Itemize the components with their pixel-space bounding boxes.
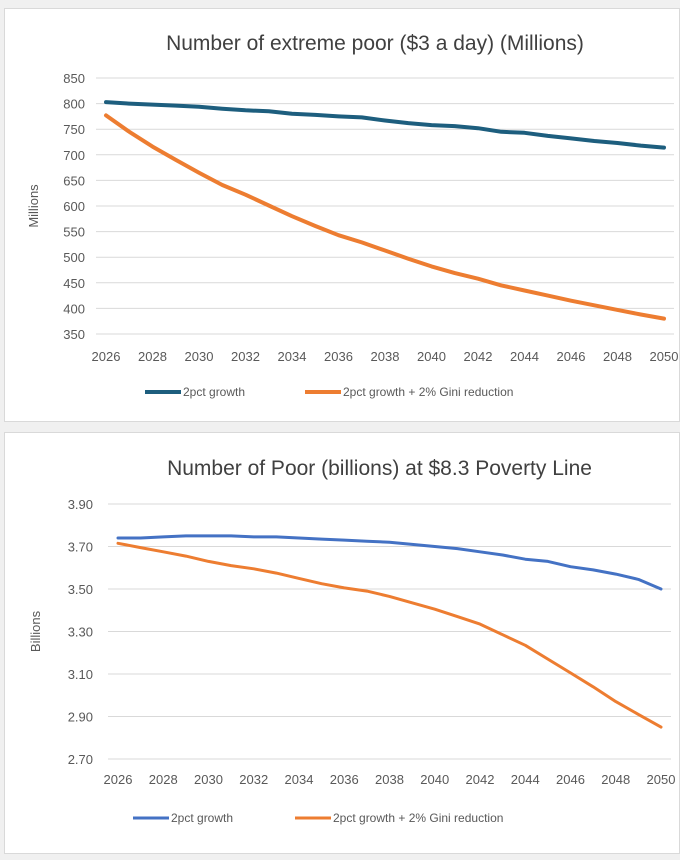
x-tick-label: 2028 xyxy=(149,772,178,787)
x-tick-label: 2042 xyxy=(466,772,495,787)
x-tick-label: 2028 xyxy=(138,349,167,364)
x-tick-label: 2034 xyxy=(278,349,307,364)
x-tick-label: 2032 xyxy=(231,349,260,364)
y-tick-label: 550 xyxy=(63,225,85,240)
y-tick-label: 800 xyxy=(63,97,85,112)
x-tick-label: 2044 xyxy=(511,772,540,787)
y-tick-label: 3.30 xyxy=(68,625,93,640)
x-tick-label: 2038 xyxy=(371,349,400,364)
chart-title: Number of Poor (billions) at $8.3 Povert… xyxy=(167,457,592,480)
x-tick-label: 2026 xyxy=(92,349,121,364)
series-line-gini-reduction xyxy=(116,541,663,729)
chart-poor-8-3: Number of Poor (billions) at $8.3 Povert… xyxy=(28,457,676,825)
chart-extreme-poor: Number of extreme poor ($3 a day) (Milli… xyxy=(26,32,679,399)
y-tick-label: 750 xyxy=(63,122,85,137)
series-line-2pct-growth xyxy=(104,100,666,150)
series-line-2pct-growth xyxy=(116,534,663,591)
x-tick-label: 2046 xyxy=(556,772,585,787)
x-tick-label: 2030 xyxy=(185,349,214,364)
x-tick-label: 2034 xyxy=(285,772,314,787)
y-axis-label: Billions xyxy=(28,610,43,652)
y-axis-label: Millions xyxy=(26,184,41,228)
x-tick-label: 2026 xyxy=(104,772,133,787)
y-tick-label: 2.90 xyxy=(68,710,93,725)
x-tick-label: 2036 xyxy=(330,772,359,787)
x-tick-label: 2040 xyxy=(417,349,446,364)
y-tick-label: 500 xyxy=(63,250,85,265)
y-tick-label: 600 xyxy=(63,199,85,214)
y-tick-label: 3.50 xyxy=(68,582,93,597)
y-tick-label: 3.70 xyxy=(68,540,93,555)
x-tick-label: 2040 xyxy=(420,772,449,787)
x-tick-label: 2044 xyxy=(510,349,539,364)
legend-label: 2pct growth xyxy=(171,811,233,825)
x-tick-label: 2048 xyxy=(603,349,632,364)
x-tick-label: 2038 xyxy=(375,772,404,787)
y-tick-label: 700 xyxy=(63,148,85,163)
y-tick-label: 350 xyxy=(63,327,85,342)
legend-label: 2pct growth xyxy=(183,385,245,399)
chart-title: Number of extreme poor ($3 a day) (Milli… xyxy=(166,32,584,55)
x-tick-label: 2048 xyxy=(601,772,630,787)
series-line-gini-reduction xyxy=(104,113,666,321)
x-tick-label: 2050 xyxy=(650,349,679,364)
y-tick-label: 3.10 xyxy=(68,667,93,682)
x-tick-label: 2046 xyxy=(557,349,586,364)
x-tick-label: 2030 xyxy=(194,772,223,787)
legend-label: 2pct growth + 2% Gini reduction xyxy=(343,385,513,399)
y-tick-label: 3.90 xyxy=(68,497,93,512)
y-tick-label: 2.70 xyxy=(68,752,93,767)
x-tick-label: 2042 xyxy=(464,349,493,364)
y-tick-label: 450 xyxy=(63,276,85,291)
y-tick-label: 850 xyxy=(63,71,85,86)
x-tick-label: 2032 xyxy=(239,772,268,787)
chart-panel-poor-8-3: Number of Poor (billions) at $8.3 Povert… xyxy=(4,432,680,854)
chart-panel-extreme-poor: Number of extreme poor ($3 a day) (Milli… xyxy=(4,8,680,422)
x-tick-label: 2050 xyxy=(647,772,676,787)
y-tick-label: 650 xyxy=(63,173,85,188)
legend-label: 2pct growth + 2% Gini reduction xyxy=(333,811,503,825)
x-tick-label: 2036 xyxy=(324,349,353,364)
y-tick-label: 400 xyxy=(63,301,85,316)
